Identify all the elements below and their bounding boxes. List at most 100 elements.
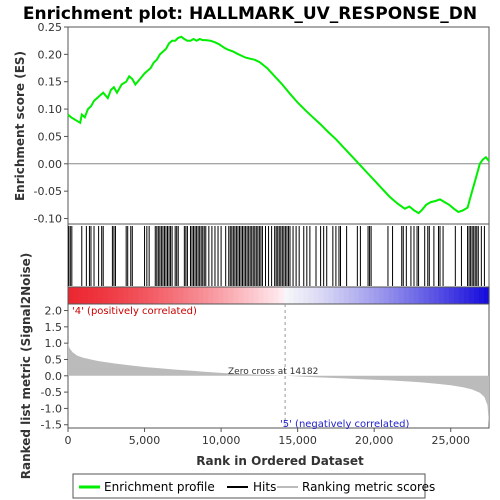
heat-strip-cell <box>378 287 385 304</box>
metric-ytick-label: 2.0 <box>45 305 63 318</box>
rank-heat-strip <box>68 287 490 304</box>
heat-strip-cell <box>123 287 129 304</box>
heat-strip-cell <box>373 287 380 304</box>
es-ylabel: Enrichment score (ES) <box>13 51 27 201</box>
heat-strip-cell <box>443 287 450 304</box>
heat-strip-cell <box>113 287 119 304</box>
heat-strip-cell <box>213 287 219 304</box>
heat-strip-cell <box>463 287 470 304</box>
heat-strip-cell <box>243 287 250 304</box>
metric-ytick-label: 0.5 <box>45 353 63 366</box>
heat-strip-cell <box>163 287 169 304</box>
heat-strip-cell <box>88 287 94 304</box>
chart-title: Enrichment plot: HALLMARK_UV_RESPONSE_DN <box>23 4 477 24</box>
es-ytick-label: 0.20 <box>38 48 63 61</box>
heat-strip-cell <box>223 287 229 304</box>
heat-strip-cell <box>263 287 270 304</box>
heat-strip-cell <box>313 287 320 304</box>
metric-panel: 2.0 1.5 1.0 0.5 0.0 -0.5 -1.0 -1.5 '4' (positiv… <box>19 253 490 480</box>
heat-strip-cell <box>188 287 194 304</box>
x-axis: 0 5,000 10,000 15,000 20,000 25,000 Rank in O… <box>65 428 470 468</box>
metric-ytick-label: 1.5 <box>45 321 63 334</box>
positive-correlation-label: '4' (positively correlated) <box>72 306 197 317</box>
heat-strip-cell <box>458 287 465 304</box>
heat-strip-cell <box>253 287 260 304</box>
heat-strip-cell <box>383 287 390 304</box>
hit-lines <box>68 226 485 286</box>
heat-strip-cell <box>198 287 204 304</box>
heat-strip-cell <box>408 287 415 304</box>
heat-strip-cell <box>178 287 184 304</box>
legend-item-ranking-metric-scores: Ranking metric scores <box>302 480 435 494</box>
heat-strip-cell <box>293 287 300 304</box>
heat-strip-cell <box>308 287 315 304</box>
heat-strip-cell <box>148 287 154 304</box>
heat-strip-cell <box>103 287 109 304</box>
heat-strip-cell <box>183 287 189 304</box>
es-panel: 0.25 0.20 0.15 0.10 0.05 0.00 -0.05 -0.10 Enric… <box>13 21 490 226</box>
es-ytick-label: 0.00 <box>38 158 63 171</box>
heat-strip-cell <box>363 287 370 304</box>
heat-strip-cell <box>428 287 435 304</box>
heat-strip-cell <box>448 287 455 304</box>
heat-strip-cell <box>73 287 79 304</box>
heat-strip-cell <box>438 287 445 304</box>
legend: Enrichment profile Hits Ranking metric s… <box>72 473 435 499</box>
heat-strip-cell <box>478 287 485 304</box>
heat-strip-cell <box>168 287 174 304</box>
metric-y-ticks: 2.0 1.5 1.0 0.5 0.0 -0.5 -1.0 -1.5 <box>41 305 68 432</box>
enrichment-profile-line <box>67 35 490 215</box>
legend-item-enrichment-profile: Enrichment profile <box>104 480 215 494</box>
heat-strip-cell <box>368 287 375 304</box>
es-ytick-label: 0.25 <box>38 21 63 34</box>
heat-strip-cell <box>128 287 134 304</box>
heat-strip-cell <box>238 287 245 304</box>
heat-strip-cell <box>258 287 265 304</box>
es-panel-frame <box>67 26 490 225</box>
metric-ytick-label: -1.0 <box>41 402 62 415</box>
heat-strip-cell <box>413 287 420 304</box>
es-ytick-label: 0.05 <box>38 130 63 143</box>
heat-strip-cell <box>208 287 214 304</box>
heat-strip-cell <box>158 287 164 304</box>
negative-correlation-label: '5' (negatively correlated) <box>280 419 409 430</box>
heat-strip-cell <box>418 287 425 304</box>
hits-panel <box>67 223 490 288</box>
heat-strip-cell <box>358 287 365 304</box>
heat-strip-cell <box>333 287 340 304</box>
heat-strip-cell <box>468 287 475 304</box>
heat-strip-cell <box>143 287 149 304</box>
heat-strip-cell <box>93 287 99 304</box>
x-tick-label: 10,000 <box>202 434 241 447</box>
legend-item-hits: Hits <box>253 480 276 494</box>
heat-strip-cell <box>423 287 430 304</box>
heat-strip-cell <box>78 287 84 304</box>
heat-strip-cell <box>403 287 410 304</box>
legend-frame <box>72 473 426 499</box>
x-tick-label: 5,000 <box>129 434 161 447</box>
metric-ylabel: Ranked list metric (Signal2Noise) <box>19 253 33 480</box>
zero-cross-label: Zero cross at 14182 <box>228 367 318 377</box>
metric-ytick-label: -0.5 <box>41 386 62 399</box>
heat-strip-cell <box>203 287 209 304</box>
heat-strip-cell <box>228 287 234 304</box>
es-ytick-label: -0.10 <box>34 213 62 226</box>
heat-strip-cell <box>133 287 139 304</box>
heat-strip-cell <box>328 287 335 304</box>
heat-strip-cell <box>233 287 239 304</box>
heat-strip-cell <box>248 287 255 304</box>
x-ticks: 0 5,000 10,000 15,000 20,000 25,000 <box>65 428 470 447</box>
es-y-ticks: 0.25 0.20 0.15 0.10 0.05 0.00 -0.05 -0.10 <box>34 21 68 226</box>
x-tick-label: 15,000 <box>278 434 317 447</box>
heat-strip-cell <box>153 287 159 304</box>
heat-strip-cell <box>318 287 325 304</box>
heat-strip-cell <box>453 287 460 304</box>
heat-strip-cell <box>68 287 74 304</box>
heat-strip-cell <box>288 287 295 304</box>
metric-ytick-label: 0.0 <box>45 370 63 383</box>
heat-strip-cell <box>268 287 275 304</box>
heat-strip-cell <box>323 287 330 304</box>
x-tick-label: 25,000 <box>431 434 470 447</box>
heat-strip-cell <box>218 287 224 304</box>
